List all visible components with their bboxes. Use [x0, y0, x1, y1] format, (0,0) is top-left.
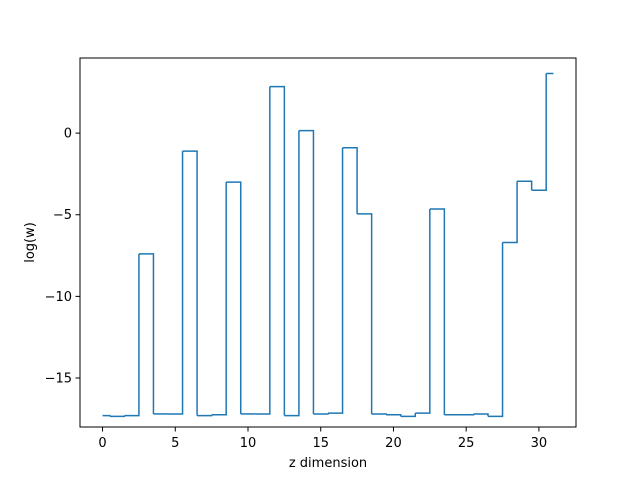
step-segment — [197, 414, 213, 417]
x-tick-label: 5 — [171, 436, 179, 451]
step-segment — [138, 253, 155, 414]
y-tick-label: −5 — [53, 208, 72, 223]
step-segment — [284, 130, 300, 417]
step-segment — [102, 414, 111, 417]
step-segment — [400, 413, 417, 418]
step-segment — [386, 414, 402, 417]
step-segment — [517, 180, 533, 191]
step-segment — [342, 147, 358, 214]
step-segment — [502, 181, 518, 244]
x-ticks: 0 5 10 15 20 25 30 — [98, 427, 547, 451]
y-axis-label: log(w) — [23, 222, 38, 263]
x-tick-label: 10 — [240, 436, 257, 451]
step-segment — [298, 129, 315, 414]
step-segment — [182, 150, 198, 416]
step-segment — [357, 213, 373, 414]
step-segment — [124, 253, 140, 417]
step-segment — [168, 151, 184, 415]
step-segment — [429, 208, 446, 415]
step-segment — [269, 85, 286, 416]
step-segment — [371, 413, 387, 415]
step-segment — [255, 86, 271, 415]
y-tick-label: −10 — [45, 290, 72, 305]
x-tick-label: 15 — [312, 436, 329, 451]
x-axis-label: z dimension — [289, 456, 367, 471]
y-tick-label: 0 — [64, 127, 72, 142]
axes-frame — [79, 57, 577, 428]
step-segment — [313, 413, 329, 415]
step-segment — [226, 181, 242, 414]
step-segment — [328, 147, 344, 414]
x-tick-label: 30 — [531, 436, 548, 451]
y-ticks: −15 −10 −5 0 — [45, 127, 80, 387]
x-tick-label: 20 — [385, 436, 402, 451]
x-tick-label: 25 — [458, 436, 475, 451]
step-segment — [488, 242, 504, 418]
step-segment — [109, 415, 126, 418]
step-segment — [458, 413, 475, 416]
x-tick-label: 0 — [98, 436, 106, 451]
step-segment — [415, 209, 431, 414]
step-segment — [531, 73, 547, 192]
plot-area — [102, 72, 554, 418]
step-segment — [211, 182, 227, 416]
y-tick-label: −15 — [45, 372, 72, 387]
step-segment — [473, 413, 489, 417]
